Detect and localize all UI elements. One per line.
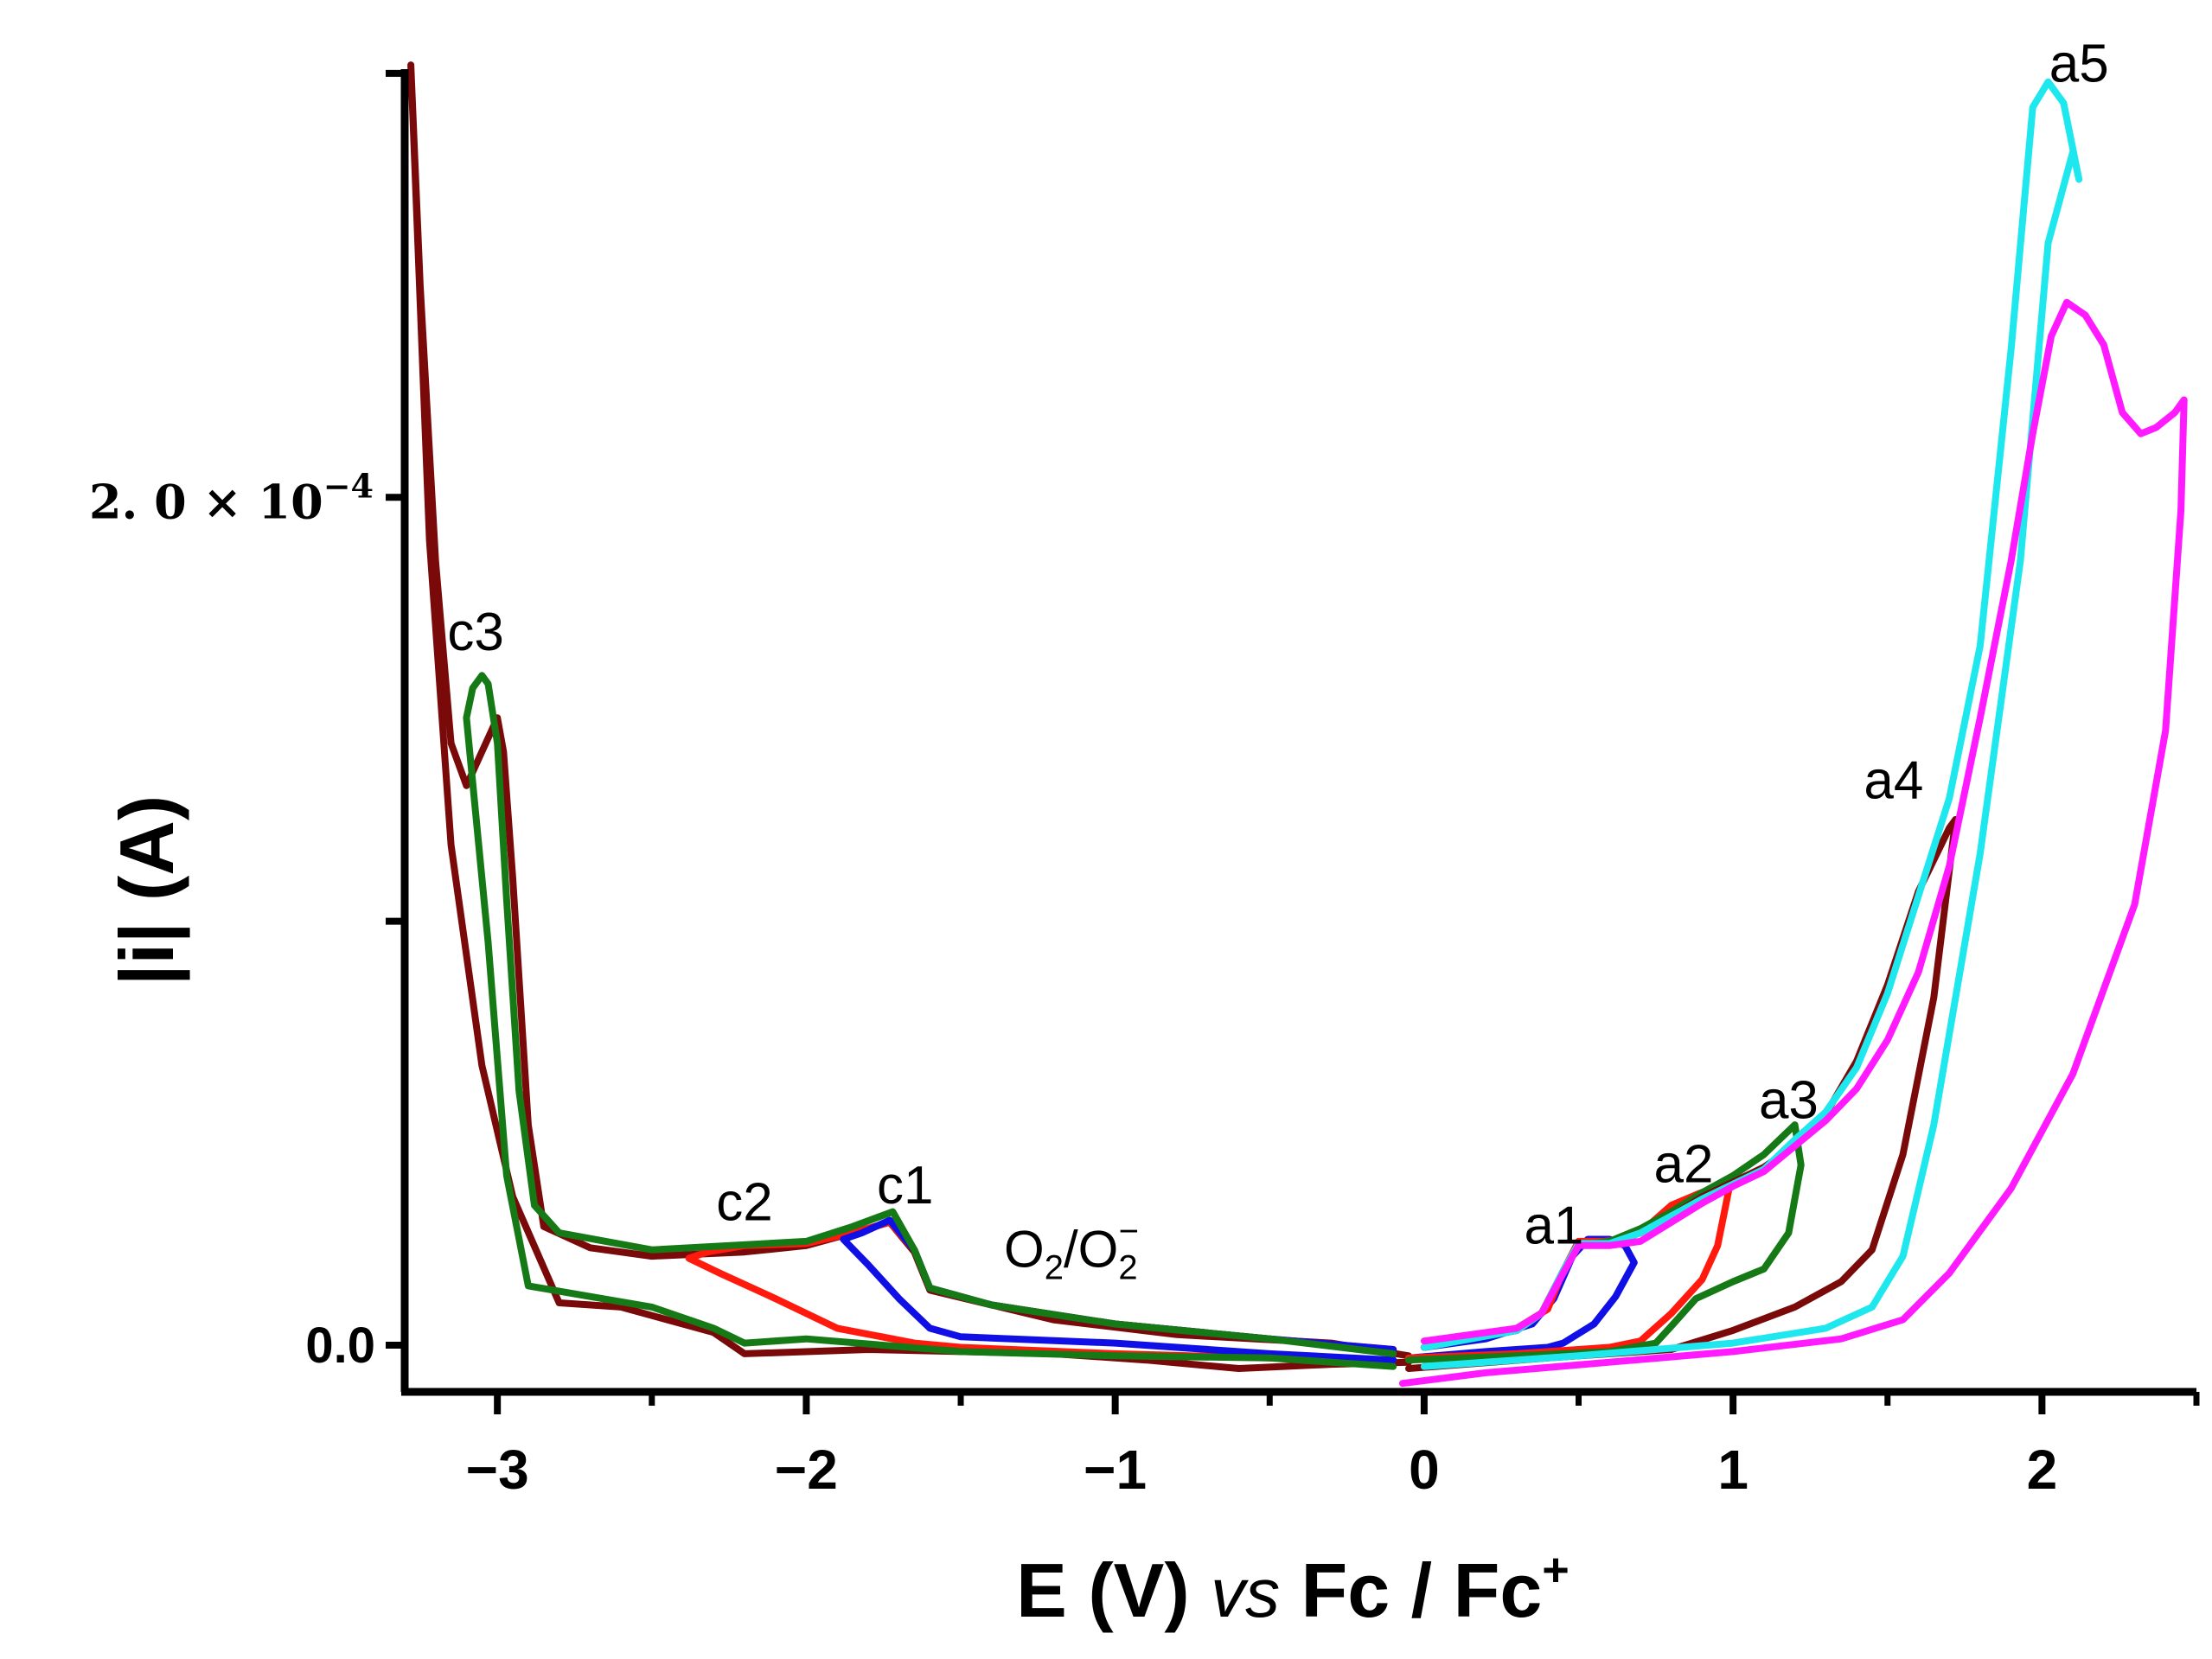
peak-label-a3: a3 — [1759, 1071, 1819, 1131]
series-line-9 — [1398, 298, 2188, 1388]
x-axis-title-prefix: E (V) — [1016, 1547, 1211, 1633]
annot-base: O — [1004, 1220, 1045, 1278]
x-axis-title-suffix: Fc / Fc — [1280, 1547, 1542, 1633]
peak-label-a4: a4 — [1864, 750, 1923, 810]
y-tick-label-sci: 2. 0 × 10−4 — [89, 466, 374, 529]
x-tick-label: 2 — [2027, 1439, 2058, 1501]
peak-label-c2: c2 — [716, 1172, 772, 1232]
y-tick-label-zero: 0.0 — [305, 1318, 375, 1374]
y-ticks-group — [386, 69, 405, 1350]
annot-sub1: 2 — [1045, 1248, 1064, 1286]
annot-mid: /O — [1064, 1220, 1118, 1278]
x-tick-label: 1 — [1717, 1439, 1749, 1501]
series-line-3 — [463, 672, 1397, 1370]
x-axis-title-italic: vs — [1211, 1554, 1280, 1631]
peak-label-c3: c3 — [447, 603, 503, 662]
annot-sub2: 2 — [1118, 1248, 1137, 1286]
y-axis-title: |i| (A) — [104, 795, 190, 986]
peak-label-a5: a5 — [2049, 35, 2109, 94]
series-line-8 — [1420, 78, 2083, 1370]
peak-label-a2: a2 — [1653, 1134, 1713, 1194]
axes-group — [400, 69, 2196, 1396]
x-tick-label: −3 — [466, 1439, 529, 1501]
peak-label-c1: c1 — [877, 1156, 933, 1216]
x-axis-title: E (V) vs Fc / Fc+ — [1016, 1544, 1569, 1633]
peak-label-a1: a1 — [1524, 1196, 1583, 1255]
y-tick-sci-mantissa: 2. 0 × 10 — [89, 474, 323, 529]
superoxide-annotation: O2/O2− — [1004, 1212, 1139, 1286]
x-tick-label: −1 — [1084, 1439, 1147, 1501]
x-tick-label: −2 — [775, 1439, 838, 1501]
y-tick-sci-exponent: −4 — [323, 466, 374, 505]
annot-sup: − — [1119, 1212, 1139, 1250]
x-ticks-group: −3 −2 −1 0 1 2 — [466, 1392, 2200, 1501]
peak-labels-group: c3 c2 c1 a1 a2 a3 a4 a5 — [447, 35, 2108, 1256]
x-axis-title-superscript: + — [1542, 1544, 1569, 1596]
data-series-group — [407, 61, 2188, 1388]
x-tick-label: 0 — [1409, 1439, 1440, 1501]
